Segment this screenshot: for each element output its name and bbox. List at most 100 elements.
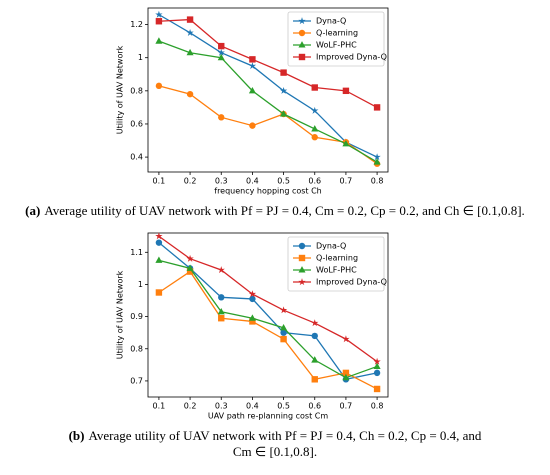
marker xyxy=(155,239,163,246)
marker xyxy=(279,306,288,314)
marker xyxy=(373,104,381,111)
legend-box xyxy=(287,11,385,67)
y-tick-label: 0.7 xyxy=(130,376,143,385)
caption: (b) Average utility of UAV network with P… xyxy=(60,428,490,460)
caption-label: (a) xyxy=(25,203,41,218)
x-tick-label: 0.8 xyxy=(371,402,384,411)
marker xyxy=(311,319,319,327)
x-tick-label: 0.4 xyxy=(246,177,259,186)
marker xyxy=(186,268,194,275)
marker xyxy=(342,373,350,381)
x-tick-label: 0.6 xyxy=(308,177,321,186)
marker xyxy=(298,17,306,25)
marker xyxy=(217,48,225,56)
marker xyxy=(279,86,288,94)
caption-label: (b) xyxy=(68,428,85,443)
marker xyxy=(373,362,381,370)
caption-text: Average utility of UAV network with Pf =… xyxy=(44,203,525,218)
marker xyxy=(342,139,350,147)
marker xyxy=(248,290,257,298)
legend-label: WoLF-PHC xyxy=(316,41,357,50)
legend-label: Dyna-Q xyxy=(316,17,346,26)
marker xyxy=(342,335,350,343)
marker xyxy=(186,90,194,98)
marker xyxy=(311,376,318,383)
marker xyxy=(280,335,287,343)
marker xyxy=(373,357,381,365)
marker xyxy=(155,82,163,90)
marker xyxy=(311,106,319,114)
legend-box xyxy=(287,236,385,292)
x-tick-label: 0.8 xyxy=(371,177,384,186)
marker xyxy=(186,254,194,262)
marker xyxy=(311,356,319,363)
plot-frame xyxy=(147,7,389,173)
marker xyxy=(217,53,225,61)
marker xyxy=(373,369,381,377)
marker xyxy=(155,289,163,296)
marker xyxy=(186,16,194,23)
marker xyxy=(280,324,288,331)
marker xyxy=(280,110,288,117)
marker xyxy=(155,232,163,240)
series-line xyxy=(158,270,378,390)
x-tick-label: 0.5 xyxy=(277,402,290,411)
y-tick-label: 0.8 xyxy=(130,344,143,353)
marker xyxy=(218,42,225,50)
series-line xyxy=(158,40,378,163)
plot-frame xyxy=(147,232,389,398)
marker xyxy=(298,53,306,61)
y-axis-label: Utility of UAV Network xyxy=(116,45,125,134)
x-tick-label: 0.5 xyxy=(277,177,290,186)
y-tick-label: 1.1 xyxy=(130,248,143,257)
marker xyxy=(217,307,225,315)
legend-label: Q-learning xyxy=(316,254,358,263)
marker xyxy=(342,87,350,95)
marker xyxy=(218,315,225,322)
legend-label: Improved Dyna-Q xyxy=(316,53,387,62)
caption-text: Average utility of UAV network with Pf =… xyxy=(88,428,482,459)
marker xyxy=(186,29,194,36)
legend-label: Improved Dyna-Q xyxy=(316,278,387,287)
marker xyxy=(298,242,306,250)
marker xyxy=(155,10,163,18)
series-line xyxy=(158,18,378,108)
marker xyxy=(298,266,306,273)
x-tick-label: 0.2 xyxy=(184,177,197,186)
y-tick-label: 1 xyxy=(138,280,143,289)
marker xyxy=(155,256,163,263)
legend-label: WoLF-PHC xyxy=(316,266,357,275)
caption: (a) Average utility of UAV network with P… xyxy=(10,203,540,219)
y-tick-label: 1 xyxy=(138,53,143,62)
x-tick-label: 0.4 xyxy=(246,402,259,411)
y-tick-label: 0.9 xyxy=(130,312,143,321)
marker xyxy=(186,264,194,271)
series-line xyxy=(158,14,378,158)
series-line xyxy=(158,235,378,363)
y-tick-label: 0.8 xyxy=(130,86,143,95)
marker xyxy=(248,86,256,94)
marker xyxy=(155,37,163,44)
marker xyxy=(280,329,287,336)
marker xyxy=(186,48,194,56)
series-line xyxy=(158,259,378,379)
x-tick-label: 0.1 xyxy=(153,402,166,411)
marker xyxy=(373,153,381,161)
x-tick-label: 0.6 xyxy=(308,402,321,411)
marker xyxy=(155,18,163,25)
marker xyxy=(311,125,319,132)
marker xyxy=(249,122,256,129)
y-tick-label: 1.2 xyxy=(130,20,143,29)
legend-label: Dyna-Q xyxy=(316,242,346,251)
marker xyxy=(298,254,306,262)
figure: 0.1 0.2 0.3 0.4 0.5 0.6 0.7 0.8 0.4 0.6 0.8 1 1.2 fre… xyxy=(116,7,389,421)
x-axis-label: UAV path re-planning cost Cm xyxy=(208,412,328,421)
marker xyxy=(311,84,318,91)
x-tick-label: 0.3 xyxy=(215,177,228,186)
y-tick-label: 0.6 xyxy=(130,119,143,128)
marker xyxy=(249,318,256,325)
x-tick-label: 0.7 xyxy=(340,177,353,186)
marker xyxy=(218,114,225,121)
marker xyxy=(342,369,350,377)
